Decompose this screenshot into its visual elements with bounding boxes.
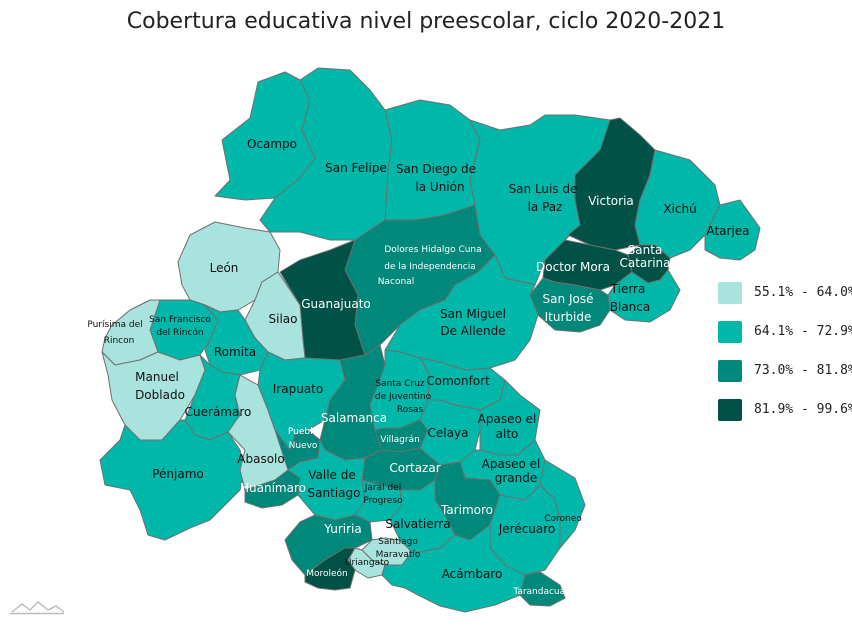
region-label-tierra-blanca: Blanca	[610, 300, 650, 314]
region-atarjea[interactable]	[704, 199, 761, 261]
region-label-san-diego-de-la-union: la Unión	[415, 180, 464, 194]
region-label-santa-catarina: Santa	[628, 243, 663, 257]
region-san-diego-de-la-union[interactable]	[384, 99, 481, 221]
legend-swatch	[718, 281, 742, 304]
legend-label: 64.1% - 72.9%	[754, 324, 852, 339]
legend-swatch	[718, 359, 742, 382]
region-label-jerecuaro: Jerécuaro	[498, 522, 556, 536]
region-label-cortazar: Cortazar	[389, 461, 440, 475]
region-label-san-luis-de-la-paz: San Luis de	[509, 182, 578, 196]
region-label-purisima-del-rincon: Purísima del	[87, 320, 142, 330]
region-label-ocampo: Ocampo	[247, 137, 297, 151]
region-label-san-felipe: San Felipe	[325, 161, 387, 175]
region-label-atarjea: Atarjea	[706, 224, 749, 238]
region-label-san-francisco-del-rincon: del Rincón	[156, 327, 203, 338]
region-label-guanajuato: Guanajuato	[301, 297, 371, 311]
region-label-santa-cruz-de-juventino-rosas: de Juventino	[375, 392, 432, 402]
region-label-silao: Silao	[269, 312, 298, 326]
region-label-pueblo-nuevo: Nuevo	[289, 441, 318, 451]
region-label-valle-de-santiago: Santiago	[308, 486, 361, 500]
legend-swatch	[718, 398, 742, 421]
region-penjamo[interactable]	[99, 419, 246, 541]
legend-item[interactable]: 64.1% - 72.9%	[718, 312, 852, 351]
region-label-xichu: Xichú	[663, 202, 696, 216]
region-label-tarandacuao: Tarandacuao	[512, 587, 571, 597]
chart-logo-icon	[10, 601, 65, 615]
region-label-santiago-maravatio: Santiago	[378, 537, 418, 547]
legend-item[interactable]: 73.0% - 81.8%	[718, 351, 852, 390]
region-label-san-francisco-del-rincon: San Francisco	[149, 315, 211, 325]
region-label-yuriria: Yuriria	[323, 522, 361, 536]
region-label-celaya: Celaya	[428, 426, 469, 440]
region-label-romita: Romita	[214, 345, 256, 359]
region-label-apaseo-el-alto: Apaseo el	[478, 412, 537, 426]
region-label-santiago-maravatio: Maravatío	[376, 550, 421, 560]
region-label-coroneo: Coroneo	[544, 514, 582, 524]
region-doctor-mora[interactable]	[542, 239, 633, 291]
region-label-villagran: Villagrán	[380, 435, 420, 445]
region-label-manuel-doblado: Doblado	[135, 388, 185, 402]
region-label-san-miguel-de-allende: San Miguel	[440, 307, 506, 321]
legend-swatch	[718, 320, 742, 343]
region-label-dolores-hidalgo-cuna-de-la-independencia-naconal: Naconal	[378, 277, 414, 287]
region-label-jaral-del-progreso: Progreso	[363, 496, 403, 506]
legend-label: 55.1% - 64.0%	[754, 285, 852, 300]
region-label-penjamo: Pénjamo	[152, 467, 204, 481]
region-label-dolores-hidalgo-cuna-de-la-independencia-naconal: Dolores Hidalgo Cuna	[384, 245, 481, 255]
region-label-salamanca: Salamanca	[321, 411, 387, 425]
legend-label: 73.0% - 81.8%	[754, 363, 852, 378]
region-label-purisima-del-rincon: Rincon	[104, 336, 135, 346]
region-victoria[interactable]	[567, 117, 656, 251]
region-label-doctor-mora: Doctor Mora	[536, 260, 610, 274]
region-label-valle-de-santiago: Valle de	[308, 468, 356, 482]
region-label-tarimoro: Tarimoro	[440, 503, 493, 517]
legend-label: 81.9% - 99.6%	[754, 402, 852, 417]
legend-item[interactable]: 81.9% - 99.6%	[718, 390, 852, 429]
region-label-san-luis-de-la-paz: la Paz	[528, 200, 563, 214]
region-label-salvatierra: Salvatierra	[385, 517, 450, 531]
region-label-san-miguel-de-allende: De Allende	[440, 324, 505, 338]
legend-item[interactable]: 55.1% - 64.0%	[718, 273, 852, 312]
region-label-comonfort: Comonfort	[426, 374, 490, 388]
region-label-abasolo: Abasolo	[237, 452, 284, 466]
legend: 55.1% - 64.0% 64.1% - 72.9% 73.0% - 81.8…	[718, 273, 852, 429]
region-label-san-diego-de-la-union: San Diego de	[396, 162, 476, 176]
region-label-leon: León	[210, 261, 239, 275]
region-label-tierra-blanca: Tierra	[610, 282, 646, 296]
region-tarandacuao[interactable]	[519, 571, 566, 607]
region-label-victoria: Victoria	[588, 194, 634, 208]
region-label-apaseo-el-grande: grande	[495, 471, 538, 485]
region-label-san-jose-iturbide: Iturbide	[545, 310, 592, 324]
region-label-jaral-del-progreso: Jaral del	[364, 483, 402, 493]
region-moroleon[interactable]	[304, 547, 356, 591]
region-label-apaseo-el-grande: Apaseo el	[482, 457, 541, 471]
region-label-santa-cruz-de-juventino-rosas: Santa Cruz	[375, 379, 425, 389]
region-romita[interactable]	[204, 304, 269, 376]
region-label-apaseo-el-alto: alto	[496, 427, 519, 441]
region-label-moroleon: Moroleón	[306, 568, 348, 579]
region-tierra-blanca[interactable]	[607, 269, 681, 323]
region-label-dolores-hidalgo-cuna-de-la-independencia-naconal: de la Independencia	[384, 262, 475, 272]
region-label-santa-catarina: Catarina	[619, 256, 670, 270]
region-label-irapuato: Irapuato	[273, 382, 323, 396]
region-acambaro[interactable]	[381, 524, 526, 613]
region-label-pueblo-nuevo: Pueblo	[288, 427, 319, 437]
region-label-huanimaro: Huanímaro	[240, 481, 306, 495]
map-title: Cobertura educativa nivel preescolar, ci…	[126, 9, 726, 34]
region-label-uriangato: Uriangato	[345, 558, 390, 568]
region-label-acambaro: Acámbaro	[442, 567, 503, 581]
region-label-santa-cruz-de-juventino-rosas: Rosas	[397, 405, 424, 415]
region-label-cueramaro: Cuerámaro	[185, 405, 252, 419]
region-label-san-jose-iturbide: San José	[543, 292, 594, 306]
region-coroneo[interactable]	[539, 459, 586, 549]
region-label-manuel-doblado: Manuel	[135, 370, 179, 384]
